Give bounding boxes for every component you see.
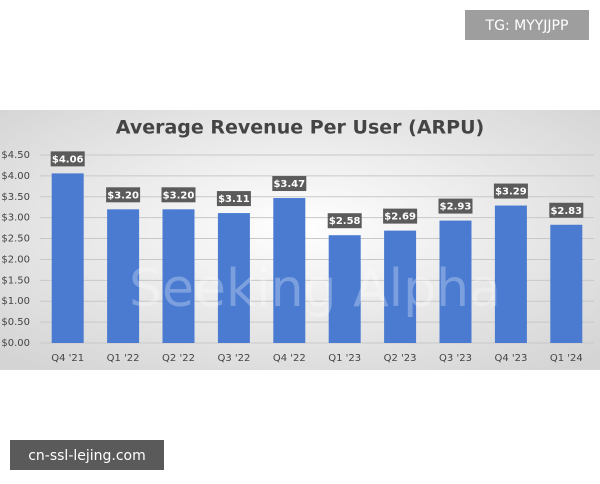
value-label-box [327, 213, 362, 229]
value-label: $3.47 [273, 179, 305, 190]
value-label: $3.29 [495, 187, 527, 198]
value-label-box [106, 187, 141, 203]
value-label: $3.20 [163, 190, 195, 201]
y-tick-label: $2.00 [1, 254, 30, 265]
x-tick-label: Q4 '23 [494, 353, 527, 364]
bar [384, 230, 417, 343]
x-tick-label: Q1 '24 [550, 353, 583, 364]
x-tick-label: Q2 '23 [384, 353, 417, 364]
tag-box [465, 10, 589, 40]
bar [217, 213, 250, 343]
value-label-box [383, 208, 418, 224]
value-label: $2.58 [329, 216, 361, 227]
bar [273, 198, 306, 343]
value-label-box [216, 191, 251, 207]
y-tick-label: $4.00 [1, 171, 30, 182]
value-label: $2.83 [550, 206, 582, 217]
bar [328, 235, 361, 343]
y-tick-label: $0.50 [1, 317, 30, 328]
value-label-box [438, 198, 473, 214]
y-tick-label: $1.50 [1, 275, 30, 286]
bar [494, 205, 527, 343]
value-label-box [161, 187, 196, 203]
bar [51, 173, 84, 343]
y-tick-label: $1.00 [1, 296, 30, 307]
y-tick-label: $3.50 [1, 192, 30, 203]
x-tick-label: Q1 '23 [328, 353, 361, 364]
x-tick-label: Q2 '22 [162, 353, 195, 364]
y-tick-label: $0.00 [1, 338, 30, 349]
x-tick-label: Q1 '22 [107, 353, 140, 364]
x-tick-label: Q4 '21 [51, 353, 84, 364]
tag-text: TG: MYYJJPP [485, 18, 569, 34]
value-label: $2.69 [384, 212, 416, 223]
watermark: Seeking Alpha [129, 259, 501, 319]
value-label-box [50, 151, 85, 167]
x-tick-label: Q3 '23 [439, 353, 472, 364]
value-label: $3.11 [218, 194, 250, 205]
value-label-box [272, 176, 307, 192]
value-label-box [493, 183, 528, 199]
y-tick-label: $3.00 [1, 213, 30, 224]
bar [550, 224, 583, 343]
chart-title: Average Revenue Per User (ARPU) [116, 117, 484, 139]
y-tick-label: $2.50 [1, 234, 30, 245]
value-label: $4.06 [52, 154, 84, 165]
value-label: $2.93 [440, 202, 472, 213]
value-label-box [549, 202, 584, 218]
bar [162, 209, 195, 343]
y-tick-label: $4.50 [1, 150, 30, 161]
bar [107, 209, 140, 343]
x-tick-label: Q4 '22 [273, 353, 306, 364]
plot: $0.00 $0.50 $1.00 $1.50 $2.00 $2.50 $3.00 $3.50… [1, 150, 594, 364]
site-box [10, 440, 164, 470]
site-text: cn-ssl-lejing.com [28, 448, 146, 464]
bar [439, 220, 472, 343]
x-tick-label: Q3 '22 [217, 353, 250, 364]
value-label: $3.20 [107, 190, 139, 201]
